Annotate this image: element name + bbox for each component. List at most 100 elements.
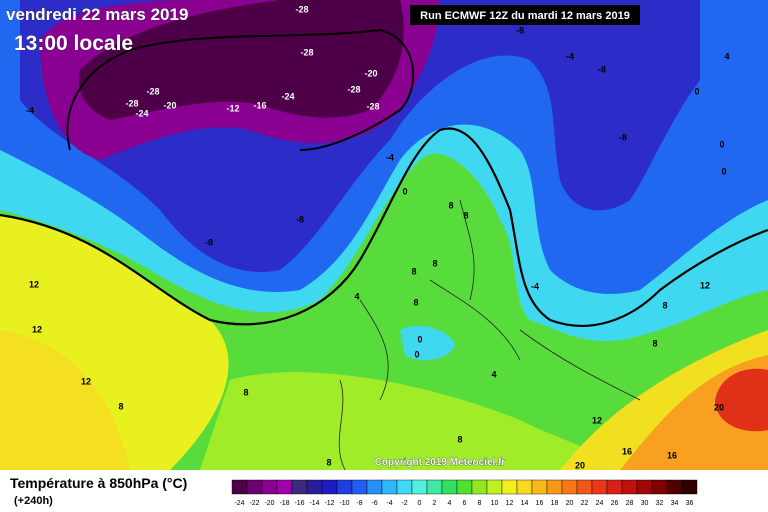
contour-label: 12 xyxy=(32,324,42,334)
legend-label: 4 xyxy=(448,500,452,507)
contour-label: -24 xyxy=(135,108,148,118)
contour-label: -28 xyxy=(300,47,313,57)
zero-isotherm xyxy=(0,127,768,327)
legend-label: -12 xyxy=(324,500,334,507)
contour-label: 8 xyxy=(326,457,331,467)
contour-label: 20 xyxy=(575,460,585,470)
legend-swatch xyxy=(621,479,638,495)
mild-zone xyxy=(200,372,620,470)
contour-label: 16 xyxy=(667,450,677,460)
contour-label: 0 xyxy=(719,139,724,149)
legend-swatch xyxy=(441,479,458,495)
forecast-date: vendredi 22 mars 2019 xyxy=(6,5,188,24)
legend-label: -8 xyxy=(356,500,362,507)
legend-label: 22 xyxy=(581,500,589,507)
legend-label: -4 xyxy=(386,500,392,507)
legend-label: 12 xyxy=(506,500,514,507)
contour-label: -8 xyxy=(296,214,304,224)
legend-swatch xyxy=(276,479,293,495)
coastline xyxy=(338,199,641,471)
contour-label: -8 xyxy=(598,64,606,74)
legend-label: -10 xyxy=(339,500,349,507)
legend-swatch xyxy=(336,479,353,495)
legend-label: 10 xyxy=(491,500,499,507)
legend-label: 28 xyxy=(626,500,634,507)
contour-label: 0 xyxy=(414,349,419,359)
legend-swatch xyxy=(516,479,533,495)
legend-swatch xyxy=(561,479,578,495)
legend-swatch xyxy=(366,479,383,495)
contour-label: -8 xyxy=(619,132,627,142)
contour-label: -8 xyxy=(205,237,213,247)
contour-label: -4 xyxy=(386,152,394,162)
contour-label: 8 xyxy=(662,300,667,310)
legend-label: 30 xyxy=(641,500,649,507)
legend-label: 20 xyxy=(566,500,574,507)
contour-label: -4 xyxy=(566,51,574,61)
legend-label: -18 xyxy=(279,500,289,507)
legend-swatch xyxy=(636,479,653,495)
hot-zone xyxy=(715,368,768,432)
legend-label: 18 xyxy=(551,500,559,507)
contour-label: -28 xyxy=(146,86,159,96)
cold-zone xyxy=(400,325,455,361)
legend-swatch xyxy=(321,479,338,495)
contour-label: -20 xyxy=(163,100,176,110)
lead-time: (+240h) xyxy=(14,495,53,507)
legend-swatch xyxy=(351,479,368,495)
contour-label: 8 xyxy=(432,258,437,268)
legend-label: 16 xyxy=(536,500,544,507)
legend-label: 32 xyxy=(656,500,664,507)
legend-swatch xyxy=(651,479,668,495)
legend-swatch xyxy=(381,479,398,495)
contour-label: 0 xyxy=(694,86,699,96)
legend-label: 26 xyxy=(611,500,619,507)
contour-label: 8 xyxy=(413,297,418,307)
copyright: Copyright 2019 Meteociel.fr xyxy=(375,457,506,468)
legend-swatch xyxy=(591,479,608,495)
legend-label: -2 xyxy=(401,500,407,507)
contour-label: 20 xyxy=(714,402,724,412)
contour-label: 8 xyxy=(457,434,462,444)
contour-label: 8 xyxy=(652,338,657,348)
legend-label: -14 xyxy=(309,500,319,507)
contour-label: 8 xyxy=(411,266,416,276)
legend-swatch xyxy=(606,479,623,495)
contour-label: -20 xyxy=(364,68,377,78)
forecast-time: 13:00 locale xyxy=(14,32,133,55)
legend-label: 14 xyxy=(521,500,529,507)
legend-swatch xyxy=(456,479,473,495)
contour-label: -28 xyxy=(366,101,379,111)
legend-swatch xyxy=(291,479,308,495)
legend-label: -6 xyxy=(371,500,377,507)
legend-swatch xyxy=(246,479,263,495)
legend-swatch xyxy=(426,479,443,495)
contour-label: -16 xyxy=(253,100,266,110)
legend-label: 8 xyxy=(478,500,482,507)
legend-swatch xyxy=(306,479,323,495)
legend-label: -24 xyxy=(234,500,244,507)
legend-swatch xyxy=(396,479,413,495)
legend-swatch xyxy=(261,479,278,495)
contour-label: 8 xyxy=(243,387,248,397)
legend-label: 6 xyxy=(463,500,467,507)
legend-label: 34 xyxy=(671,500,679,507)
contour-label: 0 xyxy=(402,186,407,196)
contour-label: 12 xyxy=(81,376,91,386)
contour-label: -28 xyxy=(295,4,308,14)
legend-swatch xyxy=(411,479,428,495)
legend-swatch xyxy=(531,479,548,495)
contour-label: 12 xyxy=(29,279,39,289)
legend-swatch xyxy=(681,479,698,495)
legend-label: -16 xyxy=(294,500,304,507)
legend-label: 24 xyxy=(596,500,604,507)
contour-label: 0 xyxy=(721,166,726,176)
contour-label: 0 xyxy=(417,334,422,344)
contour-label: 12 xyxy=(700,280,710,290)
warm-zone xyxy=(0,330,130,470)
legend-swatch xyxy=(231,479,248,495)
contour-label: -24 xyxy=(281,91,294,101)
contour-label: -12 xyxy=(226,103,239,113)
